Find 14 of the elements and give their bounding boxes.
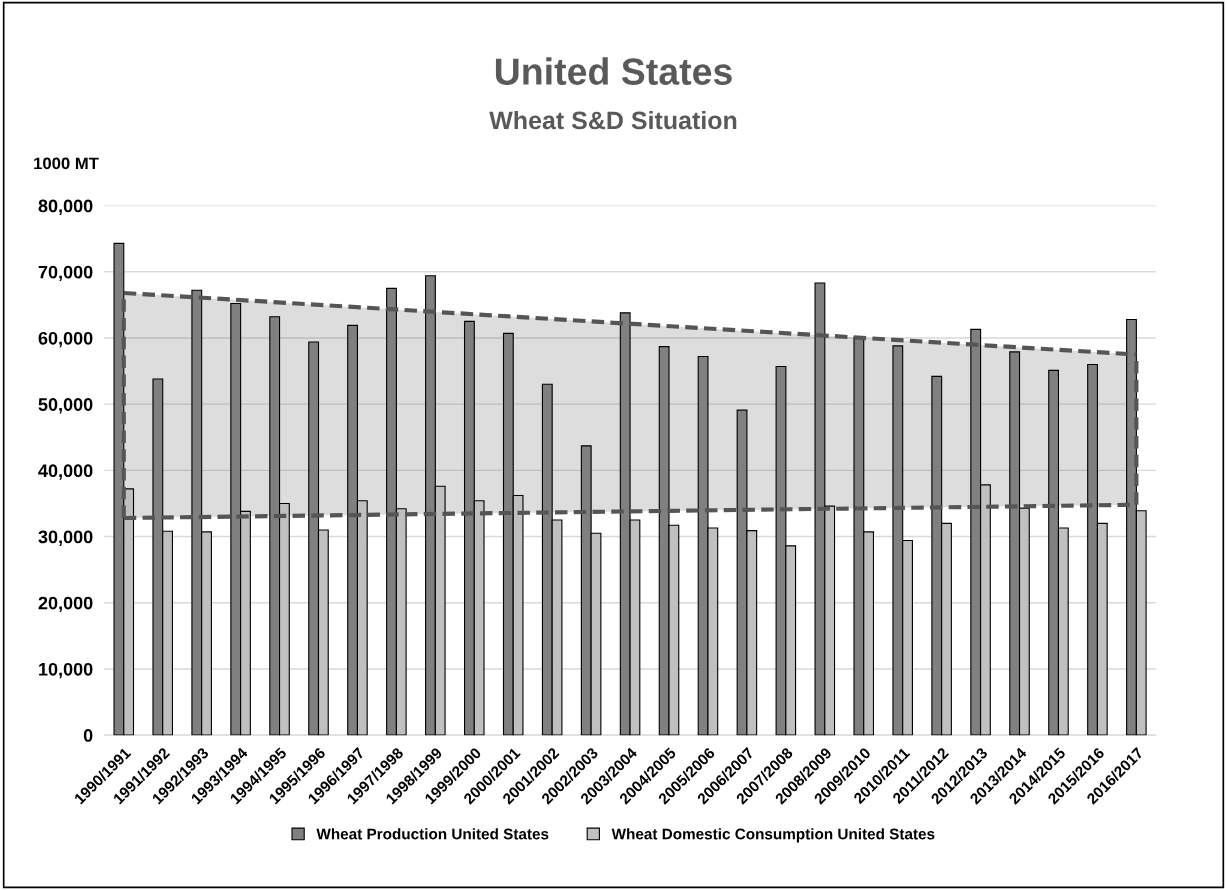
legend-label: Wheat Production United States xyxy=(316,828,549,840)
chart-title: United States xyxy=(495,57,732,85)
chart-subtitle: Wheat S&D Situation xyxy=(489,110,737,130)
legend-label: Wheat Domestic Consumption United States xyxy=(611,828,935,843)
y-tick-label: 30,000 xyxy=(38,530,93,546)
y-tick-label: 80,000 xyxy=(38,199,93,215)
y-tick-label: 50,000 xyxy=(38,398,93,414)
y-tick-label: 40,000 xyxy=(38,464,93,480)
y-tick-label: 70,000 xyxy=(38,265,93,282)
y-axis-title: 1000 MT xyxy=(34,157,99,170)
y-tick-label: 10,000 xyxy=(39,662,93,679)
y-tick-label: 0 xyxy=(83,729,93,742)
y-tick-label: 60,000 xyxy=(38,331,93,348)
y-tick-label: 20,000 xyxy=(38,596,93,613)
